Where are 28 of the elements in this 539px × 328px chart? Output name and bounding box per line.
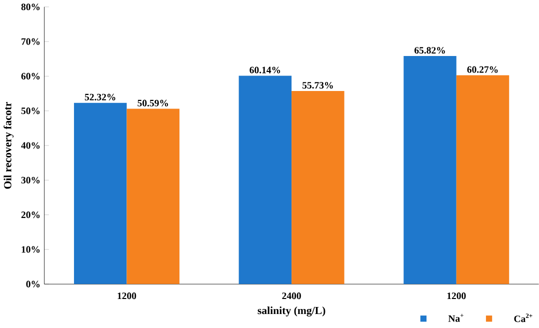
data-label: 55.73% (302, 82, 333, 89)
y-axis-title: Oil recovery facotr (4, 102, 14, 189)
data-label: 65.82% (414, 47, 445, 54)
legend-label: Ca$^{2+}$ (514, 314, 532, 322)
bar (126, 108, 180, 284)
data-label: 60.27% (467, 66, 498, 73)
data-label: 52.32% (84, 94, 116, 100)
y-tick-label: 20% (21, 211, 40, 218)
y-tick-label: 70% (22, 38, 40, 45)
legend-label: Na$^{+}$ (448, 314, 464, 322)
bar (456, 75, 510, 284)
bar (404, 56, 456, 284)
data-label: 50.59% (138, 100, 168, 106)
y-tick-label: 0% (26, 280, 40, 288)
x-tick-label: 2400 (282, 292, 301, 300)
bar (238, 76, 292, 284)
y-tick-label: 40% (21, 142, 40, 149)
bar (74, 102, 127, 284)
x-tick-label: 1200 (447, 292, 466, 300)
y-tick-label: 80% (21, 4, 40, 10)
x-tick-label: 1200 (118, 292, 136, 300)
bar (292, 90, 344, 284)
x-axis-title: salinity (mg/L) (258, 306, 326, 316)
y-tick-label: 30% (21, 176, 40, 184)
y-tick-label: 60% (21, 72, 40, 80)
data-label: 60.14% (250, 66, 280, 74)
y-tick-label: 50% (21, 108, 40, 114)
y-tick-label: 10% (22, 246, 40, 253)
